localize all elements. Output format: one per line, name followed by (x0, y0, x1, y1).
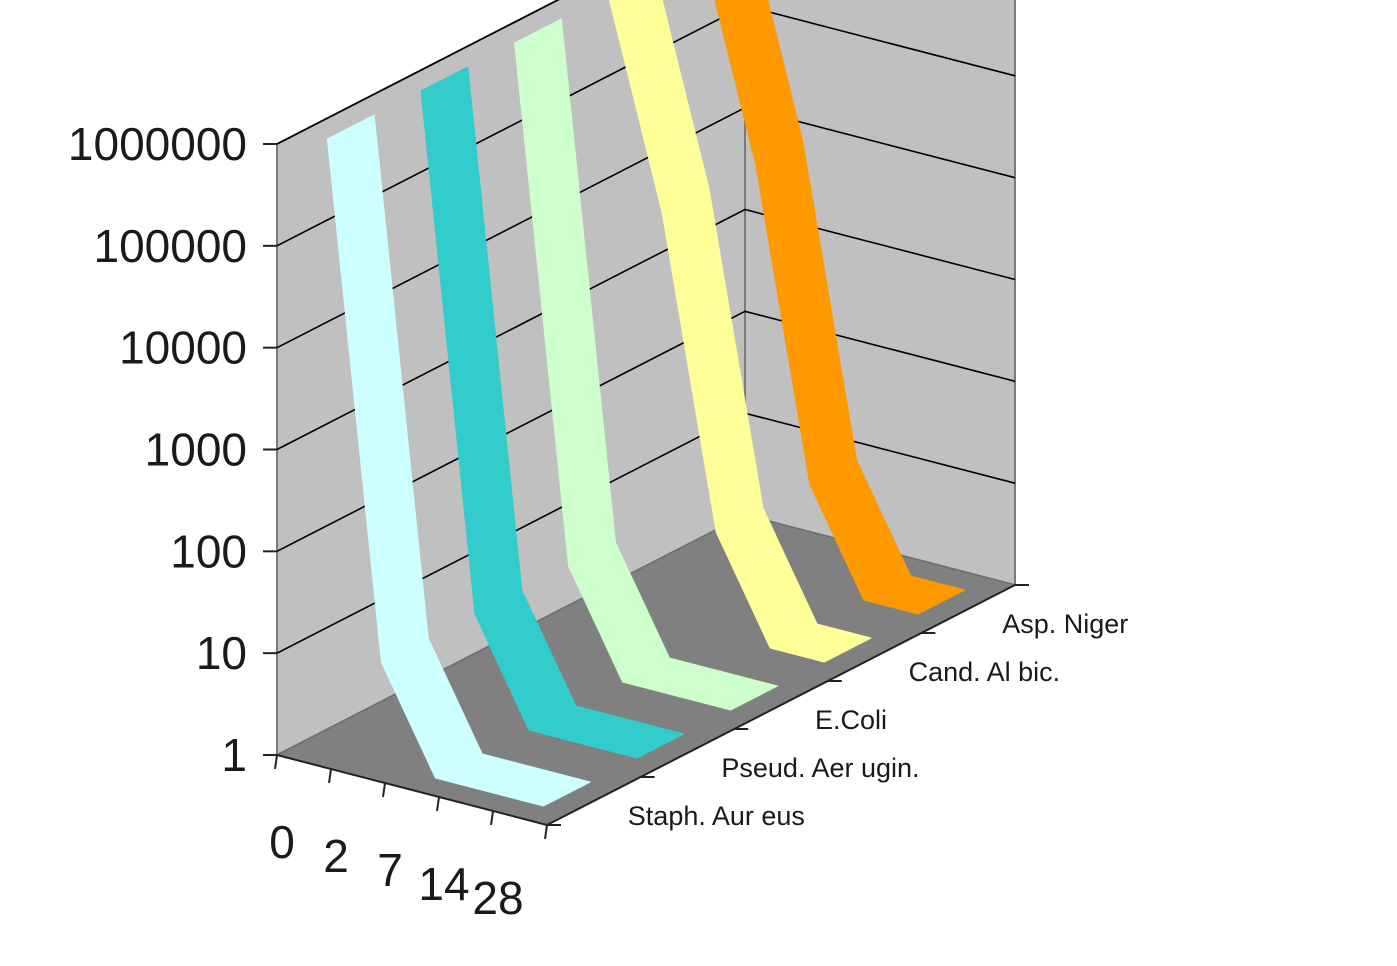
y-tick-label: 1 (221, 729, 247, 781)
x-tick-mark (436, 796, 440, 812)
x-tick-label: 28 (472, 872, 523, 924)
data-point (349, 125, 353, 129)
series-ribbon (420, 66, 685, 759)
gridline (276, 0, 560, 145)
y-tick-label: 100 (170, 525, 247, 577)
ribbon-segment (769, 623, 872, 663)
data-point (658, 744, 662, 748)
series-tick-label: E.Coli (815, 705, 887, 735)
chart-axes (263, 143, 1029, 840)
x-tick-mark (490, 810, 494, 826)
x-tick-label: 7 (377, 844, 403, 896)
y-tick-label: 10000 (119, 322, 247, 374)
data-point (684, 199, 688, 203)
chart-tick-labels: 1 10 100 1000 10000 100000 1000000 0 2 7 14 28 Staph… (68, 118, 1128, 924)
data-point (738, 518, 742, 522)
chart-series (326, 0, 966, 807)
data-point (792, 634, 796, 638)
data-point (496, 600, 500, 604)
ribbon-segment (863, 575, 966, 615)
x-tick-label: 2 (323, 830, 349, 882)
series-tick-label: Asp. Niger (1002, 609, 1128, 639)
ribbon-segment (582, 719, 685, 759)
x-axis-line (276, 754, 548, 826)
data-point (846, 648, 850, 652)
series-tick-label: Cand. Al bic. (909, 657, 1061, 687)
ribbon-segment (676, 671, 778, 711)
data-point (831, 470, 835, 474)
data-point (644, 668, 648, 672)
data-point (403, 648, 407, 652)
y-tick-label: 1000 (145, 424, 247, 476)
x-tick-mark (382, 782, 386, 798)
series-ribbon (714, 0, 966, 615)
data-point (590, 552, 594, 556)
x-tick-mark (274, 754, 278, 770)
data-point (777, 151, 781, 155)
series-tick-label: Staph. Aur eus (628, 801, 805, 831)
series-ribbon (514, 18, 778, 711)
series-axis-line (546, 584, 1016, 826)
gridline (276, 310, 1016, 553)
data-point (752, 696, 756, 700)
x-tick-label: 14 (418, 858, 469, 910)
series-tick-label: Pseud. Aer ugin. (721, 753, 919, 783)
y-tick-label: 10 (196, 627, 247, 679)
data-point (565, 792, 569, 796)
data-point (604, 730, 608, 734)
data-point (550, 716, 554, 720)
y-tick-label: 100000 (94, 220, 248, 272)
data-point (885, 586, 889, 590)
data-point (442, 77, 446, 81)
data-point (698, 682, 702, 686)
x-tick-mark (544, 824, 548, 840)
gridline (276, 208, 1016, 451)
data-point (511, 778, 515, 782)
data-point (457, 764, 461, 768)
ribbon-segment (488, 767, 591, 807)
data-point (536, 29, 540, 33)
series-ribbon (608, 0, 872, 663)
series-ribbon (326, 114, 591, 807)
x-tick-mark (328, 768, 332, 784)
x-tick-label: 0 (269, 816, 295, 868)
data-point (939, 600, 943, 604)
y-tick-label: 1000000 (68, 118, 247, 170)
